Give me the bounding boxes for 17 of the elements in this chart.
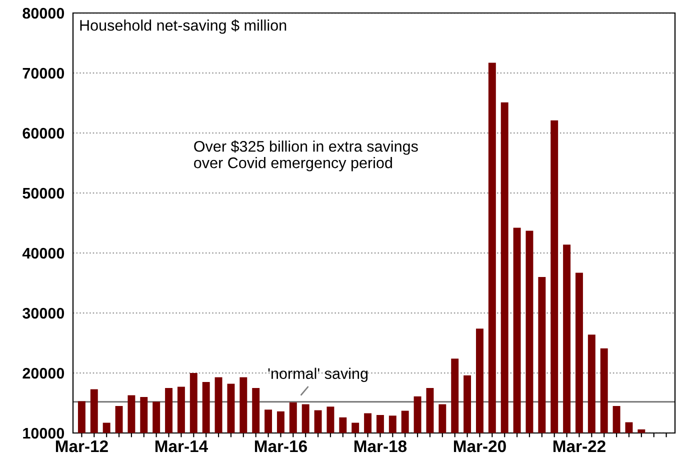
y-tick-label: 20000 [22,368,64,379]
y-tick-label: 60000 [22,128,64,139]
ref-line-label: 'normal' saving [268,368,368,382]
annotation: Household net-saving $ million [80,19,286,34]
x-tick-label: Mar-18 [354,440,407,452]
annotation: Over $325 billion in extra savings over Covid emergency period [194,140,418,172]
y-tick-label: 70000 [22,68,64,79]
x-tick-label: Mar-14 [155,440,208,452]
y-tick-label: 40000 [22,248,64,259]
y-tick-label: 80000 [22,8,64,19]
y-tick-label: 10000 [23,428,64,439]
y-tick-label: 50000 [22,188,64,199]
x-tick-label: Mar-12 [56,440,108,452]
y-tick-label: 30000 [22,308,64,319]
x-tick-label: Mar-22 [553,440,606,452]
x-tick-label: Mar-16 [254,440,307,452]
x-tick-label: Mar-20 [454,440,506,452]
